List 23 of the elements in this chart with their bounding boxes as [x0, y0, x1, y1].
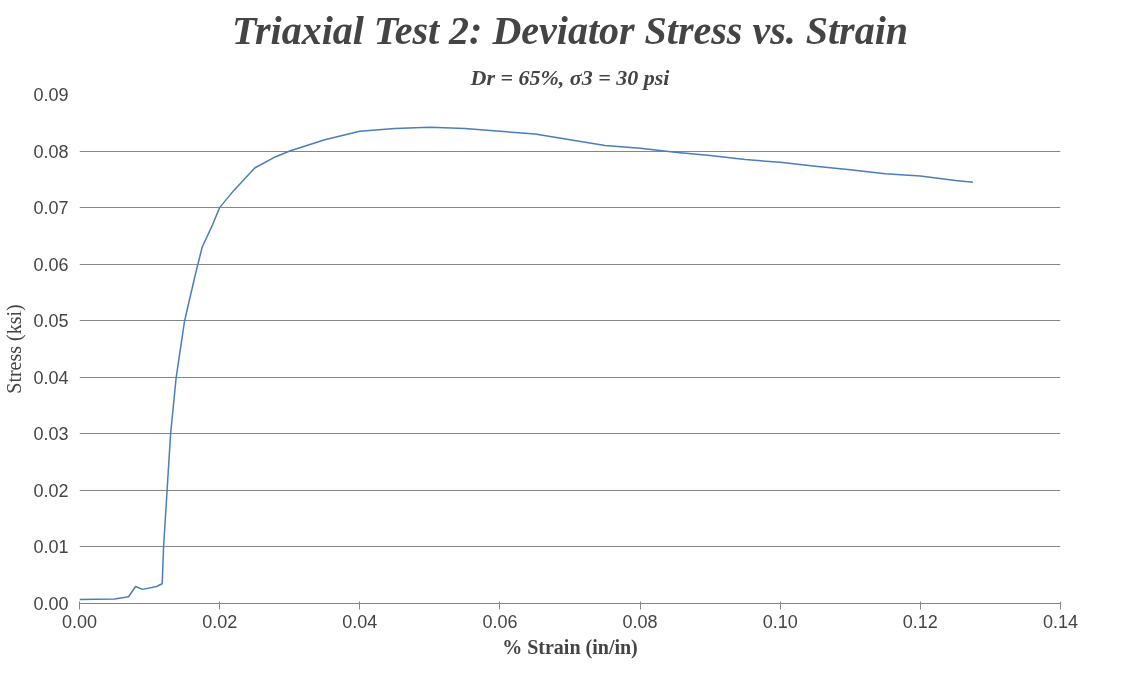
y-tick-label: 0.03: [33, 424, 69, 445]
x-tick-label: 0.08: [622, 611, 658, 632]
x-axis-title: % Strain (in/in): [502, 635, 638, 659]
y-tick-label: 0.05: [33, 311, 69, 332]
x-tick-label: 0.06: [482, 611, 518, 632]
y-tick-label: 0.02: [33, 480, 69, 501]
x-tick-label: 0.10: [762, 611, 798, 632]
y-tick-label: 0.04: [33, 367, 69, 388]
chart-subtitle: Dr = 65%, σ3 = 30 psi: [469, 64, 671, 90]
y-axis-title: Stress (ksi): [3, 304, 27, 394]
x-tick-label: 0.04: [342, 611, 378, 632]
x-tick-label: 0.12: [902, 611, 938, 632]
chart-title: Triaxial Test 2: Deviator Stress vs. Strain: [232, 7, 908, 53]
y-tick-label: 0.07: [33, 198, 69, 219]
y-tick-label: 0.08: [33, 141, 69, 162]
y-tick-label: 0.06: [33, 254, 69, 275]
y-tick-label: 0.00: [33, 594, 69, 614]
x-tick-label: 0.00: [61, 611, 98, 632]
line-series: [79, 126, 974, 601]
x-tick-label: 0.02: [202, 611, 238, 632]
x-tick-label: 0.14: [1042, 611, 1079, 632]
y-tick-label: 0.09: [33, 85, 69, 105]
y-tick-label: 0.01: [33, 537, 69, 558]
